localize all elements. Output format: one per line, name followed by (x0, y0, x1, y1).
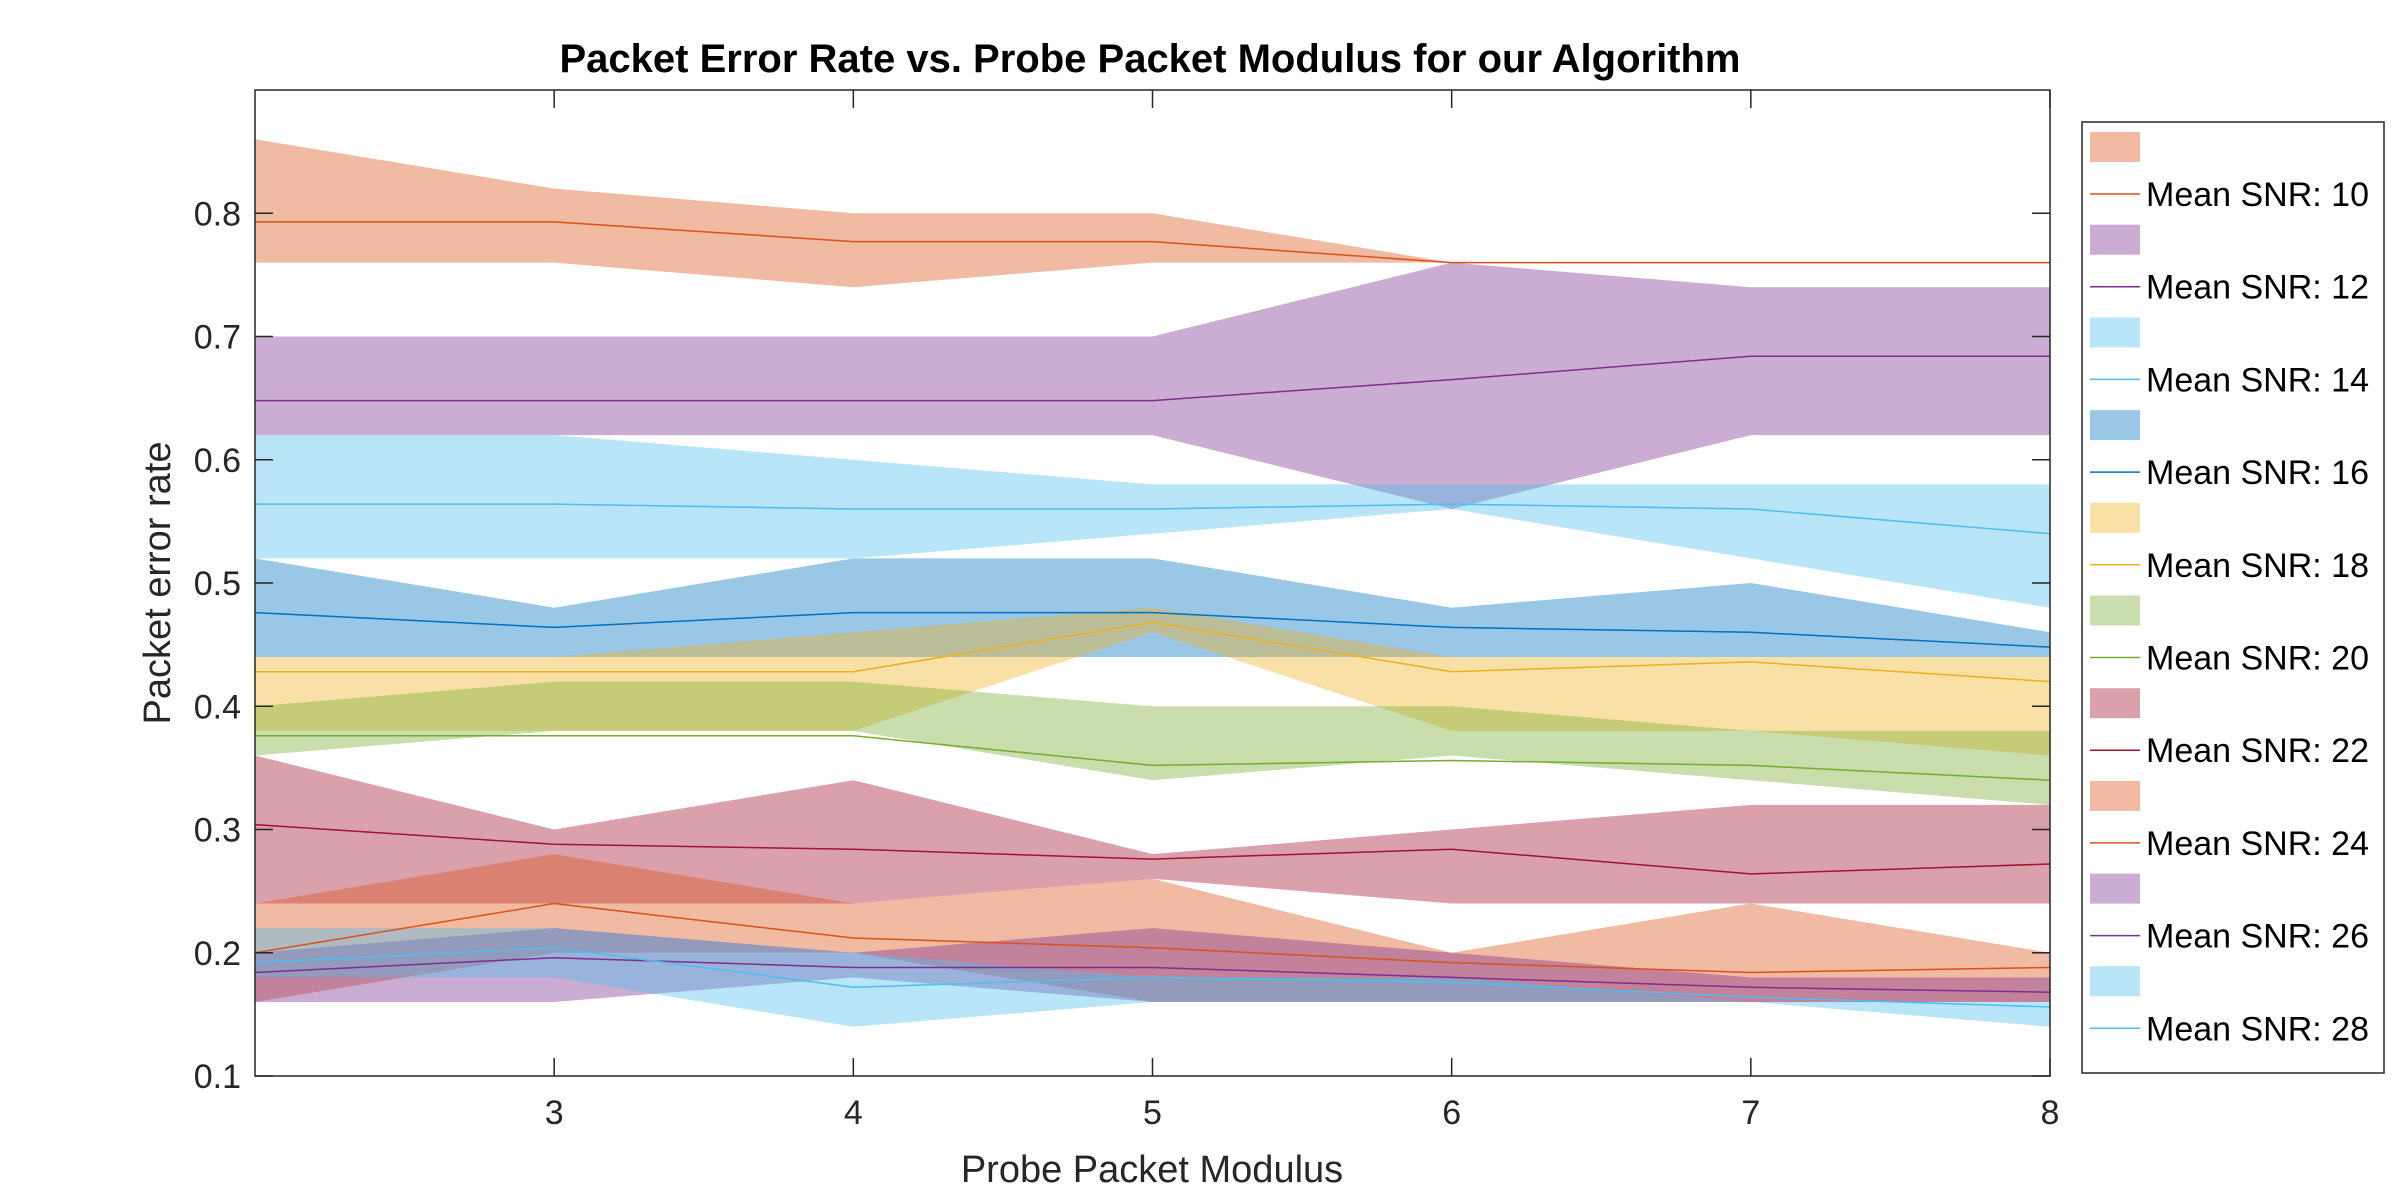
legend-entry-label: Mean SNR: 20 (2146, 640, 2369, 678)
legend-entry-label: Mean SNR: 26 (2146, 918, 2369, 956)
line-snr-24 (254, 902, 2051, 974)
chart-title: Packet Error Rate vs. Probe Packet Modul… (559, 37, 1740, 81)
legend-entry-label: Mean SNR: 10 (2146, 176, 2369, 214)
band-snr-20 (255, 681, 2050, 805)
line-snr-20 (255, 735, 2051, 781)
y-tick-label: 0.1 (194, 1058, 241, 1096)
legend-entry-label: Mean SNR: 28 (2146, 1010, 2369, 1048)
band-snr-12 (255, 262, 2050, 509)
x-tick-label: 5 (1143, 1094, 1162, 1132)
legend-swatch-band (2090, 873, 2140, 904)
y-tick-label: 0.5 (194, 565, 241, 603)
line-snr-12 (255, 355, 2050, 402)
band-snr-10 (255, 139, 2050, 288)
legend-swatch-band (2090, 595, 2140, 626)
confidence-bands (255, 139, 2050, 1027)
band-snr-24 (255, 854, 2050, 1002)
legend-swatch-band (2090, 502, 2140, 533)
y-axis-ticks: 0.1 0.2 0.3 0.4 0.5 0.6 0.7 0.8 (194, 195, 2050, 1096)
band-snr-28 (255, 928, 2050, 1027)
x-tick-label: 6 (1442, 1094, 1461, 1132)
line-snr-18 (255, 621, 2051, 683)
x-tick-label: 4 (844, 1094, 863, 1132)
legend-swatch-band (2090, 224, 2140, 255)
line-snr-26 (254, 956, 2051, 993)
legend-entry-label: Mean SNR: 16 (2146, 454, 2369, 492)
band-snr-18 (255, 607, 2050, 756)
y-tick-label: 0.3 (194, 812, 241, 850)
legend-entry-label: Mean SNR: 24 (2146, 825, 2369, 863)
band-snr-16 (255, 558, 2050, 657)
y-axis-label: Packet error rate (137, 442, 179, 725)
y-tick-label: 0.2 (194, 935, 241, 973)
legend: Mean SNR: 10 Mean SNR: 12 Mean SNR: 14 Mean… (2081, 121, 2385, 1074)
legend-swatch-band (2090, 410, 2140, 441)
y-tick-label: 0.6 (194, 442, 241, 480)
line-snr-10 (255, 221, 2050, 264)
x-tick-label: 3 (545, 1094, 564, 1132)
line-snr-22 (254, 823, 2051, 875)
legend-entry-label: Mean SNR: 12 (2146, 269, 2369, 307)
legend-swatch-band (2090, 966, 2140, 997)
line-snr-14 (255, 503, 2051, 535)
y-tick-label: 0.7 (194, 319, 241, 357)
y-tick-label: 0.4 (194, 688, 241, 726)
band-snr-26 (255, 928, 2050, 1002)
x-tick-label: 7 (1741, 1094, 1760, 1132)
legend-swatch-band (2090, 688, 2140, 719)
band-snr-14 (255, 435, 2050, 608)
legend-entry-label: Mean SNR: 18 (2146, 547, 2369, 585)
legend-swatch-band (2090, 780, 2140, 811)
legend-swatch-band (2090, 132, 2140, 162)
legend-swatch-band (2090, 317, 2140, 348)
x-tick-label: 8 (2041, 1094, 2060, 1132)
x-axis-label: Probe Packet Modulus (961, 1149, 1343, 1191)
x-axis-ticks: 3 4 5 6 7 8 (545, 90, 2060, 1132)
band-snr-22 (255, 755, 2050, 904)
line-snr-28 (254, 947, 2051, 1008)
legend-box (2081, 121, 2385, 1074)
mean-lines (254, 221, 2051, 1008)
line-snr-16 (254, 611, 2051, 648)
legend-entry-label: Mean SNR: 14 (2146, 361, 2369, 399)
y-tick-label: 0.8 (194, 195, 241, 233)
legend-entry-label: Mean SNR: 22 (2146, 732, 2369, 770)
